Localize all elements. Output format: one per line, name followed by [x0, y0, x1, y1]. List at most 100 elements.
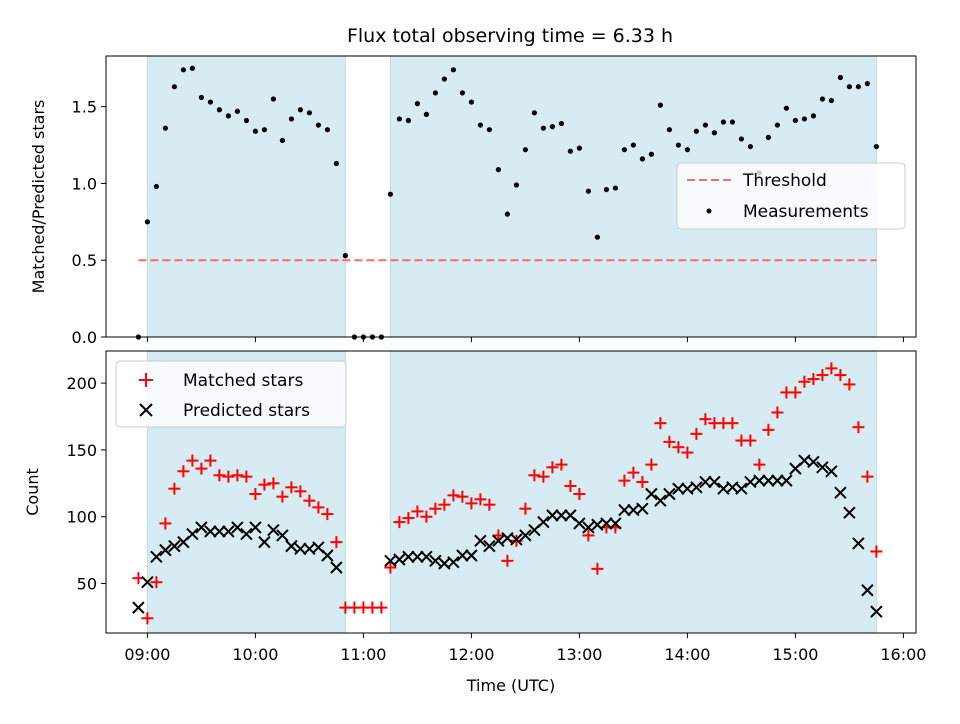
predicted-star-marker [510, 533, 523, 546]
matched-star-marker [168, 482, 181, 495]
matched-star-marker [825, 362, 838, 375]
predicted-star-marker [267, 523, 280, 537]
top-legend: Threshold Measurements [676, 162, 906, 230]
matched-star-marker [618, 474, 631, 487]
y-tick-label: 0.0 [72, 328, 97, 347]
measurement-point [414, 101, 420, 107]
matched-star-marker [816, 369, 829, 382]
predicted-star-marker [258, 535, 271, 549]
predicted-star-marker [600, 517, 613, 530]
matched-star-marker [627, 466, 640, 479]
measurement-point [819, 96, 826, 102]
predicted-star-marker [447, 555, 460, 569]
measurement-point [180, 67, 186, 73]
matched-star-marker [141, 612, 154, 625]
matched-star-marker [411, 505, 424, 518]
predicted-star-marker [411, 550, 424, 564]
top-plot-frame [105, 55, 917, 338]
bottom-panel: 50 100 150 200 09:00 10:00 11:00 12:00 13:00 14:… [23, 350, 926, 695]
measurement-point [459, 90, 465, 96]
predicted-star-marker [420, 550, 433, 564]
measurement-point [693, 128, 700, 134]
measurement-point [468, 99, 474, 105]
predicted-star-marker [186, 527, 199, 541]
matched-star-marker [447, 489, 460, 502]
matched-star-marker [699, 413, 712, 426]
matched-star-marker [420, 510, 433, 523]
matched-star-marker [798, 375, 811, 388]
measurement-point [495, 167, 501, 173]
measurement-point [423, 111, 429, 117]
predicted-star-marker [321, 549, 334, 562]
x-tick-label: 13:00 [556, 645, 602, 664]
predicted-star-marker [294, 542, 307, 556]
matched-star-marker [744, 434, 757, 447]
measurement-point [639, 156, 646, 162]
x-tick-label: 14:00 [664, 645, 710, 664]
matched-star-markers [132, 362, 883, 625]
measurement-point [288, 116, 294, 122]
predicted-star-marker [330, 561, 343, 574]
predicted-star-marker [132, 601, 145, 614]
predicted-star-marker [654, 494, 667, 507]
top-legend-box [676, 162, 906, 230]
measurement-point [585, 188, 592, 194]
matched-star-marker [177, 465, 190, 478]
matched-star-marker [663, 435, 676, 448]
x-tick-label: 12:00 [448, 645, 494, 664]
predicted-star-marker [582, 521, 595, 534]
measurement-point [477, 122, 483, 128]
measurement-point [855, 84, 862, 90]
matched-star-marker [159, 517, 172, 530]
bottom-y-ticks: 50 100 150 200 [66, 374, 106, 594]
predicted-star-marker [537, 515, 550, 529]
measurement-point [810, 113, 817, 119]
measurement-point [324, 127, 330, 133]
predicted-star-marker [456, 549, 469, 562]
top-x-ticks [146, 337, 904, 342]
y-tick-label: 50 [77, 575, 97, 594]
measurement-point [549, 124, 556, 130]
matched-star-marker [726, 417, 739, 430]
measurement-point [432, 90, 438, 96]
predicted-star-marker [168, 539, 181, 553]
measurement-point [162, 125, 168, 131]
matched-star-marker [528, 469, 541, 482]
predicted-star-marker [546, 509, 559, 522]
measurement-point [711, 130, 718, 136]
measurement-point [522, 147, 529, 153]
predicted-star-marker [663, 487, 676, 501]
measurement-point [801, 116, 808, 122]
predicted-star-marker [465, 549, 478, 562]
matched-star-marker [546, 461, 559, 474]
matched-star-marker [771, 406, 784, 419]
measurement-point [306, 110, 312, 116]
measurement-point [225, 113, 231, 119]
matched-star-marker [852, 421, 865, 434]
predicted-star-marker [735, 482, 748, 495]
matched-star-marker [384, 561, 397, 574]
y-tick-label: 1.0 [72, 174, 97, 193]
y-tick-label: 100 [66, 508, 97, 527]
measurement-point [603, 186, 610, 193]
y-tick-label: 0.5 [72, 251, 97, 270]
predicted-star-marker [699, 475, 712, 489]
matched-star-marker [582, 529, 595, 542]
measurement-point [270, 96, 276, 102]
top-y-ticks: 0.0 0.5 1.0 1.5 [72, 98, 106, 347]
predicted-star-marker [492, 534, 505, 547]
matched-star-marker [267, 477, 280, 490]
measurement-point [405, 117, 411, 124]
predicted-star-marker [519, 529, 532, 542]
matched-star-marker [645, 458, 658, 471]
measurement-point [873, 143, 880, 150]
top-y-axis-label: Matched/Predicted stars [29, 100, 48, 294]
matched-star-marker [222, 470, 235, 483]
measurement-point [765, 134, 772, 140]
predicted-star-marker [753, 474, 766, 487]
predicted-star-marker [204, 525, 217, 538]
predicted-star-marker [870, 605, 883, 618]
predicted-star-marker [402, 550, 415, 564]
y-tick-label: 200 [66, 374, 97, 393]
measurement-point [387, 191, 393, 197]
